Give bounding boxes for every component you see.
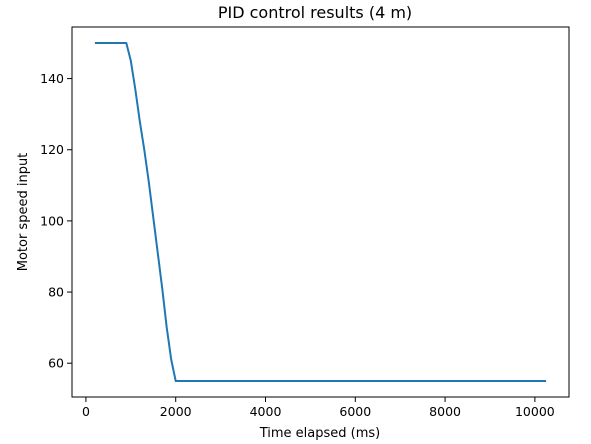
x-axis: 0 2000 4000 6000 8000 10000 bbox=[82, 397, 555, 419]
x-axis-label: Time elapsed (ms) bbox=[259, 426, 381, 441]
series-line bbox=[94, 42, 547, 382]
y-axis: 60 80 100 120 140 bbox=[40, 71, 72, 371]
x-tick-label: 2000 bbox=[160, 404, 192, 419]
y-tick-label: 140 bbox=[40, 71, 64, 86]
x-tick-label: 10000 bbox=[515, 404, 555, 419]
chart-title: PID control results (4 m) bbox=[218, 3, 412, 22]
y-axis-label: Motor speed input bbox=[16, 153, 31, 272]
y-tick-label: 120 bbox=[40, 142, 64, 157]
y-tick-label: 100 bbox=[40, 213, 64, 228]
x-tick-label: 8000 bbox=[429, 404, 461, 419]
plot-area-frame bbox=[71, 26, 570, 398]
series-layer bbox=[94, 42, 547, 382]
y-tick-label: 60 bbox=[48, 356, 64, 371]
x-tick-label: 6000 bbox=[339, 404, 371, 419]
x-tick-label: 0 bbox=[82, 404, 90, 419]
x-tick-label: 4000 bbox=[250, 404, 282, 419]
y-tick-label: 80 bbox=[48, 285, 64, 300]
